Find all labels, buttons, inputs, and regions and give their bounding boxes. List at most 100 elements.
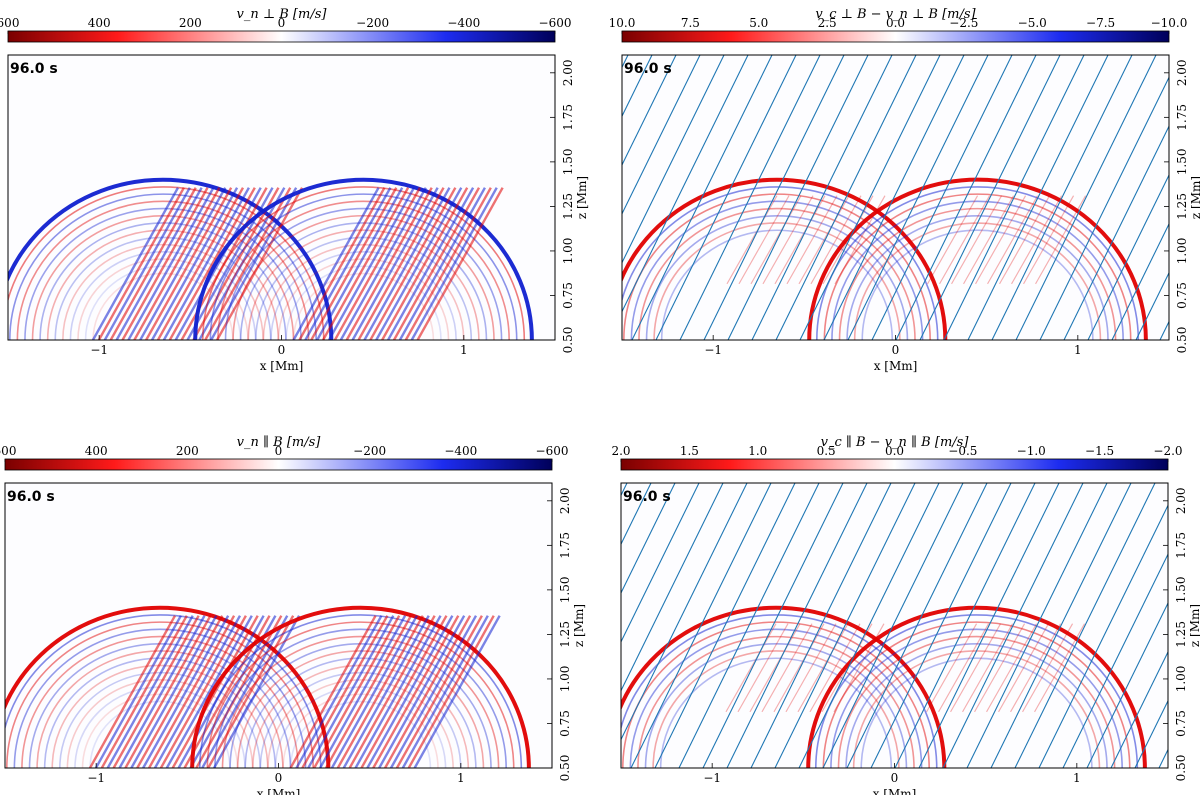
wavefront-arc [289, 700, 432, 768]
wavefront-arc [822, 621, 1131, 768]
wave-stripe [156, 187, 245, 340]
field-line [991, 55, 1133, 340]
wavefront-arc [6, 621, 314, 768]
field-line [727, 55, 869, 340]
colorbar-tick-label: 0.5 [817, 444, 836, 458]
colorbar-tick-label: −1.5 [1085, 444, 1114, 458]
z-tick-label: 1.00 [1175, 238, 1189, 265]
field-line [846, 483, 988, 768]
wave-stripe [351, 187, 439, 340]
wave-stripe [189, 615, 277, 768]
wave-stripe [159, 615, 247, 768]
wave-stripe [762, 195, 814, 285]
x-tick-label: −1 [704, 343, 722, 357]
z-tick-label: 2.00 [558, 487, 572, 514]
wavefront-arc [267, 679, 454, 768]
wavefront-arc [830, 629, 1123, 768]
wavefront-arc [209, 193, 518, 340]
wave-stripe [357, 187, 445, 340]
time-label: 96.0 s [10, 61, 58, 77]
heatmap [621, 483, 1168, 768]
panel-vn_par: v_n ∥ B [m/s] 600 400 200 0 −200 −400 −600 96.0 … [0, 435, 586, 795]
z-tick-label: 1.00 [1174, 666, 1188, 693]
field-line [943, 55, 1085, 340]
wavefront-arc [622, 186, 939, 340]
colorbar-tick-label: −7.5 [1086, 16, 1115, 30]
wavefront-arc [815, 186, 1140, 340]
wave-stripe [725, 623, 777, 713]
wave-stripe [1035, 195, 1087, 285]
field-line [1087, 173, 1169, 340]
wave-stripe [210, 187, 298, 340]
field-line [1014, 483, 1156, 768]
wave-stripe [392, 187, 481, 340]
wavefront-arc [217, 200, 510, 340]
wave-stripe [345, 187, 433, 340]
time-label: 96.0 s [623, 489, 671, 505]
wave-stripe [165, 615, 253, 768]
x-axis-label: x [Mm] [873, 787, 917, 795]
wave-stripe [307, 615, 395, 768]
wave-stripe [395, 615, 483, 768]
wave-stripe [389, 615, 478, 768]
wavefront-arc [644, 642, 908, 768]
field-line [1135, 271, 1169, 340]
wave-stripe [750, 195, 802, 285]
wave-stripe [360, 615, 448, 768]
colorbar-tick-label: −10.0 [1151, 16, 1188, 30]
field-line [1111, 222, 1169, 340]
wave-stripe [798, 195, 850, 285]
field-line [822, 483, 964, 768]
z-tick-label: 0.75 [561, 282, 575, 309]
wave-stripe [336, 615, 424, 768]
wave-stripe [404, 187, 492, 340]
field-line [622, 55, 653, 118]
x-axis-label: x [Mm] [257, 787, 301, 795]
wavefront-arc [621, 605, 947, 768]
wavefront-arc [21, 636, 299, 768]
x-tick-label: 1 [1074, 343, 1082, 357]
field-line [774, 483, 916, 768]
wavefront-arc [630, 200, 924, 340]
wave-stripe [148, 615, 236, 768]
wave-stripe [797, 623, 849, 713]
plot-area [8, 55, 555, 340]
colorbar-tick-label: 400 [85, 444, 108, 458]
wave-stripe [987, 195, 1039, 285]
colorbar-tick-label: −5.0 [1018, 16, 1047, 30]
colorbar-title: v_c ∥ B − v_n ∥ B [m/s] [821, 435, 970, 450]
wave-stripe [295, 615, 383, 768]
field-line [870, 483, 1012, 768]
colorbar-title: v_c ⊥ B − v_n ⊥ B [m/s] [815, 7, 976, 22]
z-axis-label: z [Mm] [575, 176, 589, 219]
field-line [654, 483, 796, 768]
wave-stripe [366, 615, 454, 768]
wave-stripe [88, 615, 177, 768]
colorbar-title: v_n ⊥ B [m/s] [237, 7, 328, 22]
z-tick-label: 1.25 [558, 621, 572, 648]
wavefront-arc [43, 657, 277, 768]
wavefront-arc [66, 679, 254, 768]
field-line [622, 55, 749, 313]
wavefront-arc [8, 186, 325, 340]
z-tick-label: 1.00 [558, 666, 572, 693]
wave-stripe [737, 623, 789, 713]
wave-stripe [1011, 195, 1063, 285]
wave-stripe [139, 187, 227, 340]
field-line [678, 483, 820, 768]
field-line [1015, 55, 1157, 340]
wavefront-arc [660, 229, 894, 340]
wave-stripe [333, 187, 421, 340]
x-tick-label: 1 [1073, 771, 1081, 785]
time-label: 96.0 s [624, 61, 672, 77]
x-axis-label: x [Mm] [874, 359, 918, 373]
wavefront-arc [5, 605, 331, 768]
wave-stripe [1022, 623, 1074, 713]
wavefront-arc [652, 650, 900, 768]
colorbar [621, 30, 1170, 43]
wave-stripe [1034, 623, 1086, 713]
field-line [726, 483, 868, 768]
colorbar-tick-label: 1.5 [680, 444, 699, 458]
field-line [1039, 76, 1169, 340]
